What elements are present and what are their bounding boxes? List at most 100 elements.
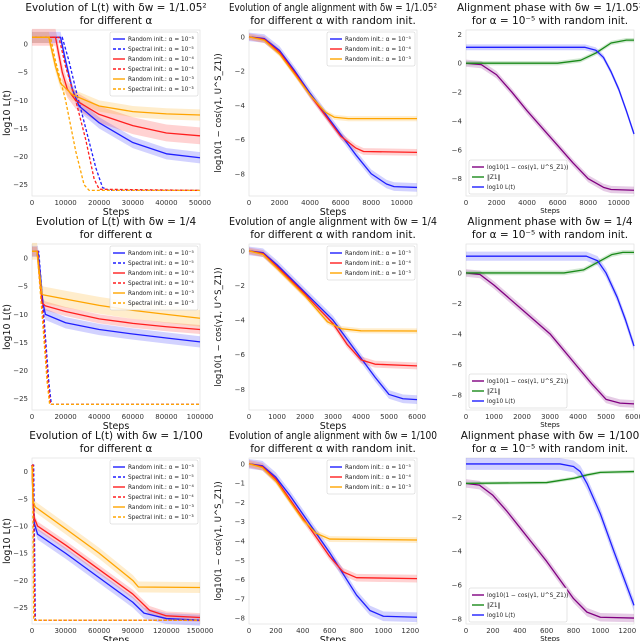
legend-label: ‖Z1‖ <box>487 603 501 609</box>
y-axis-label: log10(1 − cos(γ1, U^S_Z1)) <box>214 481 224 600</box>
chart-subtitle: for different α with random init. <box>250 443 416 455</box>
x-axis-label: Steps <box>103 207 130 218</box>
x-tick-label: 1000 <box>268 413 286 421</box>
x-tick-label: 30000 <box>54 627 76 635</box>
legend-box <box>109 459 199 525</box>
y-tick-label: −6 <box>235 136 246 144</box>
y-tick-label: −5 <box>18 69 28 77</box>
plot-frame <box>465 457 635 625</box>
y-tick-label: −15 <box>13 339 28 347</box>
x-tick-label: 150000 <box>187 627 214 635</box>
x-tick-label: 6000 <box>625 413 640 421</box>
x-tick-label: 0 <box>30 627 34 635</box>
series-line-6 <box>31 465 200 621</box>
y-tick-label: −10 <box>13 97 28 105</box>
x-tick-label: 30000 <box>122 199 144 207</box>
legend-label: Random init.: α = 10⁻³ <box>345 270 411 277</box>
plot-frame <box>31 29 201 197</box>
x-tick-label: 3000 <box>324 413 342 421</box>
x-tick-label: 4000 <box>352 413 370 421</box>
y-axis-label: log10 L(t) <box>2 518 13 564</box>
legend-label: ‖Z1‖ <box>487 175 501 181</box>
x-tick-label: 0 <box>464 627 468 635</box>
y-tick-label: 0 <box>24 41 28 49</box>
series-line-3 <box>466 46 635 135</box>
legend: Random init.: α = 10⁻⁵ Spectral init.: α … <box>109 31 199 97</box>
chart-title: Alignment phase with δw = 1/1.05² <box>457 2 640 14</box>
legend-label: Random init.: α = 10⁻⁴ <box>345 474 411 481</box>
legend-box <box>468 587 568 623</box>
x-axis-label: Steps <box>103 635 130 641</box>
legend-label: Random init.: α = 10⁻⁴ <box>345 46 411 53</box>
x-tick-label: 6000 <box>408 413 426 421</box>
legend-label: Spectral init.: α = 10⁻⁴ <box>128 280 194 287</box>
x-axis-label: Steps <box>320 635 347 641</box>
series-band-3 <box>466 44 634 137</box>
x-axis-label: Steps <box>103 421 130 432</box>
y-tick-label: −20 <box>13 577 28 585</box>
x-tick-label: 50000 <box>189 199 211 207</box>
legend-label: Spectral init.: α = 10⁻⁴ <box>128 66 194 73</box>
y-tick-label: 0 <box>241 33 245 41</box>
x-tick-label: 3000 <box>541 413 559 421</box>
y-tick-label: −8 <box>235 170 245 178</box>
x-tick-label: 60000 <box>88 627 110 635</box>
legend-label: ‖Z1‖ <box>487 389 501 395</box>
legend-label: Random init.: α = 10⁻⁴ <box>345 260 411 267</box>
series-line-6 <box>32 250 200 406</box>
x-tick-label: 1000 <box>485 413 503 421</box>
legend-box <box>468 159 568 195</box>
x-tick-label: 1000 <box>374 627 392 635</box>
x-tick-label: 100000 <box>187 413 214 421</box>
series-band-2 <box>466 37 634 66</box>
legend-label: Random init.: α = 10⁻⁴ <box>128 270 194 277</box>
x-tick-label: 1200 <box>618 627 636 635</box>
x-tick-label: 0 <box>247 413 251 421</box>
x-tick-label: 80000 <box>155 413 177 421</box>
series-line-4 <box>32 464 200 621</box>
x-tick-label: 2000 <box>513 413 531 421</box>
series-line-2 <box>466 251 634 274</box>
legend-box <box>109 31 199 97</box>
legend-label: Random init.: α = 10⁻³ <box>128 76 194 83</box>
chart-subtitle: for different α <box>80 229 153 241</box>
y-tick-label: −20 <box>13 153 28 161</box>
series-line-4 <box>32 36 201 192</box>
y-tick-label: −1 <box>235 480 245 488</box>
series-line-2 <box>248 463 418 580</box>
x-tick-label: 200 <box>486 627 499 635</box>
y-tick-label: −2 <box>235 282 245 290</box>
y-tick-label: 0 <box>24 468 28 476</box>
y-tick-label: 2 <box>458 31 462 39</box>
y-tick-label: −10 <box>13 311 28 319</box>
x-tick-label: 40000 <box>155 199 177 207</box>
series-line-2 <box>466 39 634 64</box>
series-band-1 <box>32 31 200 164</box>
plot-frame <box>248 29 418 197</box>
y-tick-label: −5 <box>235 557 245 565</box>
series-line-2 <box>248 250 418 367</box>
series-band-3 <box>249 34 417 122</box>
legend-label: Random init.: α = 10⁻⁴ <box>128 484 194 491</box>
legend-label: Random init.: α = 10⁻⁵ <box>345 250 411 257</box>
y-tick-label: −5 <box>18 495 28 503</box>
y-axis-label: log10 L(t) <box>2 304 13 350</box>
legend-label: Random init.: α = 10⁻⁵ <box>345 464 411 471</box>
x-tick-label: 0 <box>30 413 34 421</box>
x-tick-label: 40000 <box>88 413 110 421</box>
x-tick-label: 1200 <box>401 627 419 635</box>
legend-label: Spectral init.: α = 10⁻⁵ <box>128 46 194 53</box>
x-tick-label: 90000 <box>122 627 144 635</box>
series-line-1 <box>465 272 635 405</box>
chart-subtitle: for different α with random init. <box>250 229 416 241</box>
chart-subtitle: for different α <box>80 15 153 27</box>
chart-subtitle: for different α <box>80 443 153 455</box>
x-tick-label: 120000 <box>153 627 180 635</box>
x-tick-label: 600 <box>323 627 336 635</box>
y-tick-label: −2 <box>452 514 462 522</box>
series-band-1 <box>249 458 417 623</box>
